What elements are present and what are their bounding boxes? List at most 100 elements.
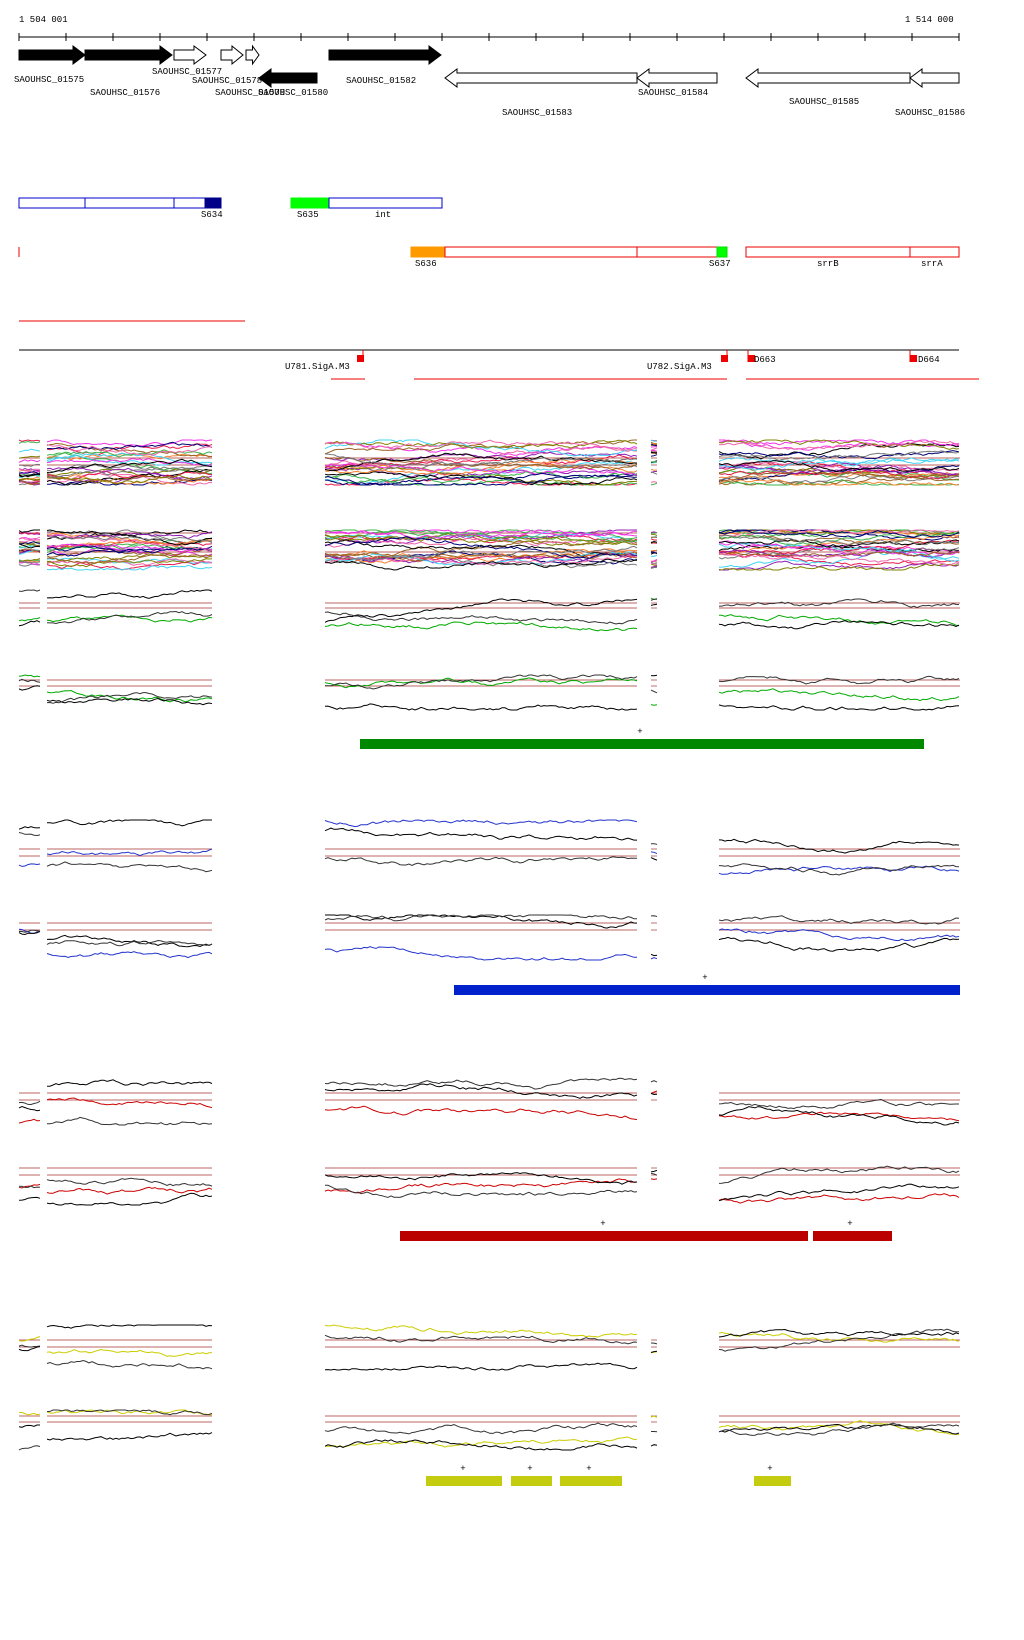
signal-trace bbox=[718, 1328, 960, 1338]
signal-trace bbox=[718, 457, 960, 467]
signal-trace bbox=[46, 529, 212, 546]
signal-trace bbox=[650, 689, 658, 694]
signal-trace bbox=[718, 468, 960, 482]
signal-trace bbox=[324, 827, 637, 841]
signal-trace bbox=[324, 538, 638, 557]
signal-trace bbox=[46, 472, 213, 486]
signal-trace bbox=[650, 562, 658, 566]
region-box bbox=[716, 246, 728, 258]
signal-trace bbox=[46, 444, 213, 456]
region-box bbox=[328, 197, 443, 209]
signal-trace bbox=[324, 1436, 638, 1448]
signal-trace bbox=[718, 688, 960, 702]
signal-trace bbox=[46, 468, 213, 476]
signal-trace bbox=[718, 1098, 959, 1110]
signal-trace bbox=[718, 439, 960, 450]
signal-trace bbox=[46, 474, 213, 485]
signal-trace bbox=[46, 697, 213, 706]
signal-trace bbox=[650, 446, 658, 448]
segment-label: + bbox=[460, 1464, 465, 1474]
signal-trace bbox=[650, 454, 658, 457]
signal-trace bbox=[324, 1334, 638, 1345]
gene-label: SAOUHSC_01583 bbox=[502, 108, 572, 118]
signal-trace bbox=[18, 863, 41, 867]
signal-trace bbox=[718, 552, 960, 566]
signal-trace bbox=[718, 530, 960, 538]
signal-trace bbox=[46, 1359, 213, 1370]
axis-end: 1 514 000 bbox=[905, 15, 954, 25]
signal-trace bbox=[18, 455, 41, 459]
signal-trace bbox=[324, 674, 638, 690]
signal-trace bbox=[18, 470, 41, 475]
region-box bbox=[909, 246, 960, 258]
signal-trace bbox=[650, 549, 658, 552]
signal-trace bbox=[18, 1118, 41, 1124]
segment-label: + bbox=[600, 1219, 605, 1229]
signal-trace bbox=[46, 610, 213, 625]
gene-arrow bbox=[18, 45, 86, 65]
signal-trace bbox=[718, 460, 960, 473]
signal-trace bbox=[650, 541, 658, 545]
signal-trace bbox=[18, 468, 41, 472]
axis-start: 1 504 001 bbox=[19, 15, 68, 25]
signal-trace bbox=[650, 1342, 658, 1345]
signal-trace bbox=[718, 478, 960, 486]
signal-trace bbox=[324, 1362, 638, 1371]
signal-trace bbox=[650, 468, 658, 471]
promoter-head bbox=[910, 355, 917, 362]
signal-trace bbox=[718, 479, 960, 486]
signal-trace bbox=[324, 470, 638, 484]
signal-trace bbox=[718, 838, 960, 854]
signal-trace bbox=[324, 677, 638, 689]
signal-trace bbox=[650, 443, 658, 447]
signal-trace bbox=[18, 1344, 41, 1348]
gene-arrow bbox=[745, 68, 911, 88]
gene-label: SAOUHSC_01577 bbox=[152, 67, 222, 77]
signal-trace bbox=[718, 458, 960, 471]
signal-trace bbox=[324, 1077, 638, 1090]
signal-trace bbox=[18, 480, 41, 484]
region-box bbox=[84, 197, 175, 209]
signal-trace bbox=[324, 472, 638, 486]
region-label: S634 bbox=[201, 210, 223, 220]
signal-trace bbox=[718, 474, 960, 484]
signal-trace bbox=[650, 1080, 658, 1083]
signal-trace bbox=[18, 620, 41, 627]
gene-label: SAOUHSC_01584 bbox=[638, 88, 708, 98]
signal-trace bbox=[18, 1424, 40, 1428]
signal-trace bbox=[718, 534, 960, 546]
signal-trace bbox=[324, 856, 638, 866]
signal-trace bbox=[18, 548, 41, 552]
signal-trace bbox=[718, 450, 960, 460]
region-box bbox=[745, 246, 911, 258]
signal-trace bbox=[46, 564, 213, 571]
segment-label: + bbox=[767, 1464, 772, 1474]
gene-label: SAOUHSC_01575 bbox=[14, 75, 84, 85]
signal-trace bbox=[324, 439, 637, 451]
signal-trace bbox=[719, 598, 960, 609]
signal-trace bbox=[46, 548, 213, 558]
signal-trace bbox=[46, 589, 213, 599]
gene-label: SAOUHSC_01578 bbox=[192, 76, 262, 86]
signal-trace bbox=[18, 536, 41, 541]
gene-label: SAOUHSC_01586 bbox=[895, 108, 965, 118]
signal-trace bbox=[718, 531, 960, 546]
signal-trace bbox=[18, 477, 41, 481]
signal-trace bbox=[18, 928, 41, 934]
signal-trace bbox=[46, 861, 213, 873]
signal-trace bbox=[46, 554, 213, 565]
signal-trace bbox=[18, 529, 40, 533]
signal-trace bbox=[18, 1336, 41, 1342]
promoter-label: U782.SigA.M3 bbox=[647, 362, 712, 372]
signal-trace bbox=[719, 560, 960, 571]
signal-trace bbox=[650, 1090, 658, 1094]
signal-trace bbox=[324, 1178, 638, 1194]
signal-trace bbox=[324, 554, 637, 565]
signal-trace bbox=[650, 598, 657, 601]
signal-trace bbox=[18, 1445, 41, 1451]
signal-trace bbox=[46, 848, 213, 857]
signal-trace bbox=[718, 1193, 960, 1204]
signal-trace bbox=[46, 535, 213, 544]
signal-trace bbox=[650, 915, 658, 917]
